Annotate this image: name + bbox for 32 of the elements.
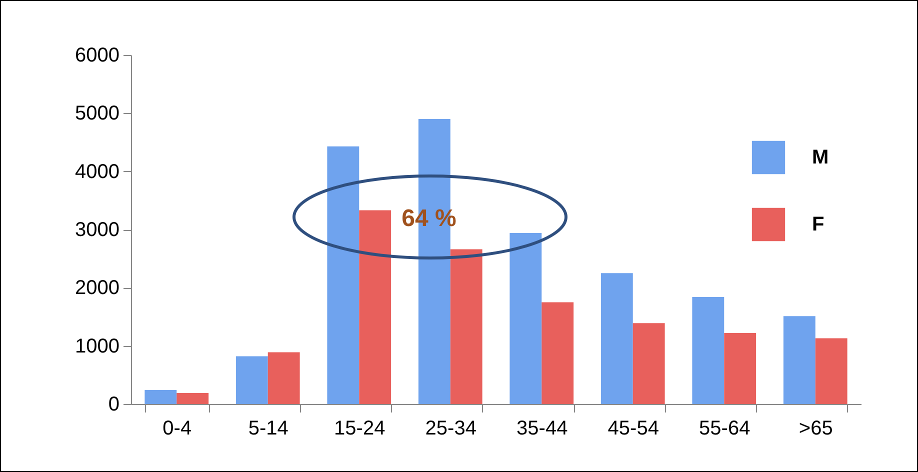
y-tick-label: 2000 (75, 277, 120, 300)
x-tick-label: >65 (798, 418, 833, 440)
bar (692, 296, 724, 404)
bar (176, 392, 209, 404)
bar (144, 390, 177, 404)
bar (359, 210, 392, 404)
bar (632, 323, 665, 404)
x-tick-label: 45-54 (608, 418, 659, 440)
legend-label: F (812, 214, 824, 236)
bar (815, 338, 848, 404)
bar (450, 249, 482, 404)
x-tick-label: 25-34 (425, 418, 476, 440)
x-tick-label: 55-64 (699, 418, 750, 440)
bar (236, 356, 268, 404)
y-tick-label: 6000 (75, 44, 120, 66)
x-tick-label: 5-14 (248, 418, 288, 440)
bar (327, 146, 360, 404)
legend-label: M (812, 146, 829, 168)
y-tick-label: 4000 (75, 160, 120, 183)
y-tick-label: 0 (108, 394, 120, 416)
bar (510, 232, 542, 404)
bar (268, 352, 300, 404)
bar (542, 302, 574, 404)
x-tick-label: 35-44 (516, 418, 568, 440)
bar (600, 273, 633, 404)
bar (724, 333, 756, 404)
x-tick-label: 0-4 (162, 418, 192, 440)
bar (783, 316, 816, 404)
y-tick-label: 3000 (75, 219, 120, 241)
y-tick-label: 5000 (75, 102, 120, 125)
y-tick-label: 1000 (75, 335, 120, 358)
x-tick-label: 15-24 (334, 418, 386, 440)
